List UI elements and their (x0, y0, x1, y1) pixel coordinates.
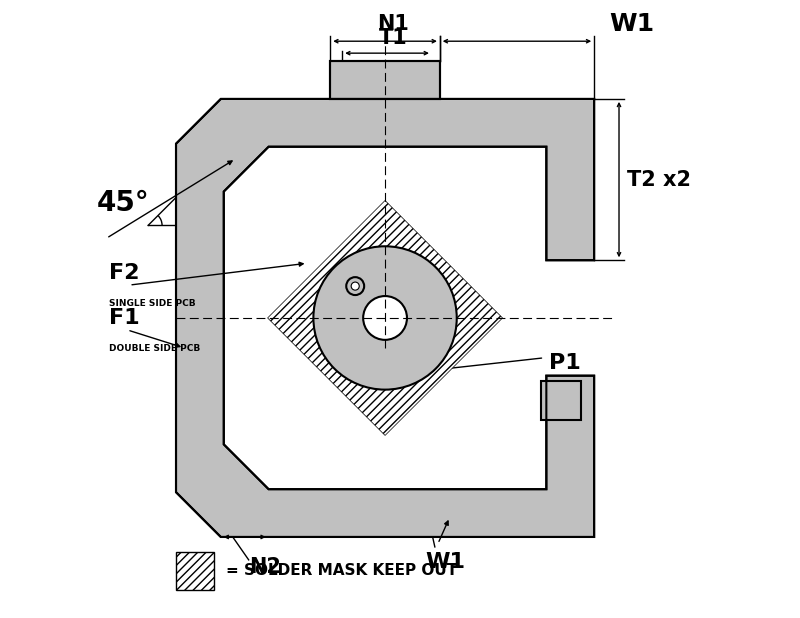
Text: T1: T1 (378, 28, 407, 48)
Text: DOUBLE SIDE PCB: DOUBLE SIDE PCB (110, 344, 201, 353)
Text: SINGLE SIDE PCB: SINGLE SIDE PCB (110, 299, 196, 308)
Text: W1: W1 (609, 12, 654, 36)
Bar (176, 552, 214, 590)
Text: P1: P1 (550, 353, 581, 373)
Text: F2: F2 (110, 263, 140, 283)
Polygon shape (267, 200, 502, 436)
Circle shape (314, 247, 457, 389)
Text: N2: N2 (249, 557, 281, 577)
Text: = SOLDER MASK KEEP OUT: = SOLDER MASK KEEP OUT (226, 564, 457, 578)
Circle shape (363, 296, 407, 340)
Circle shape (346, 277, 364, 295)
Polygon shape (330, 61, 440, 99)
Text: 45°: 45° (96, 190, 149, 218)
Polygon shape (176, 99, 594, 537)
Text: W1: W1 (425, 552, 465, 572)
Text: T2 x2: T2 x2 (627, 169, 691, 190)
Polygon shape (542, 381, 581, 420)
Text: F1: F1 (110, 308, 140, 328)
Text: N1: N1 (377, 14, 409, 34)
Circle shape (351, 282, 359, 290)
